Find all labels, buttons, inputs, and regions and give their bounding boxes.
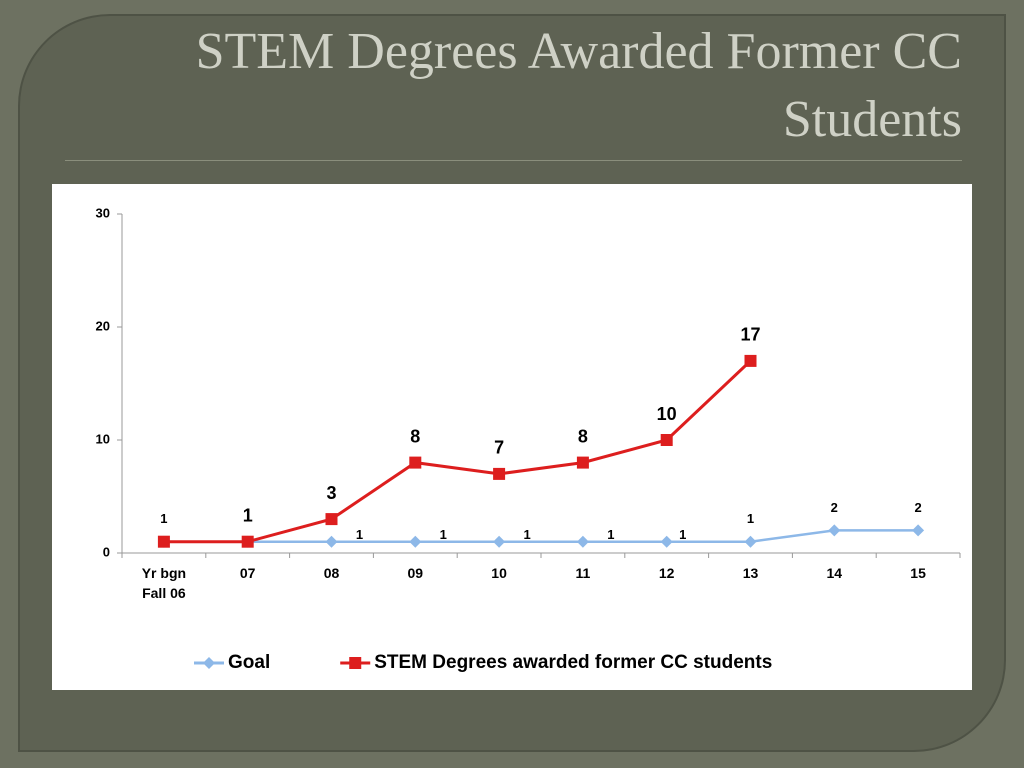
marker <box>912 524 925 537</box>
marker <box>241 535 254 548</box>
marker <box>576 456 589 469</box>
marker <box>744 535 757 548</box>
marker <box>325 513 338 526</box>
data-label: 1 <box>243 505 253 525</box>
x-tick-label: Yr bgn Fall 06 <box>141 565 187 601</box>
x-tick-label-box: 14 <box>826 565 843 581</box>
y-tick-label: 20 <box>96 318 110 333</box>
x-tick-label-box: Yr bgn Fall 06 <box>141 565 187 601</box>
x-tick-label-box: 08 <box>323 565 340 581</box>
series-line <box>163 529 919 543</box>
y-tick-label: 10 <box>96 431 110 446</box>
x-tick-label: 14 <box>826 565 843 581</box>
legend-label: Goal <box>228 652 270 673</box>
x-tick-label: 07 <box>239 565 256 581</box>
marker <box>203 657 215 669</box>
x-tick-label-box: 12 <box>658 565 675 581</box>
data-label: 17 <box>740 325 760 345</box>
data-label: 1 <box>679 527 686 542</box>
data-label: 1 <box>160 511 167 526</box>
title-rule <box>65 160 962 161</box>
series <box>157 354 757 548</box>
x-tick-label-box: 10 <box>491 565 507 581</box>
data-label: 1 <box>747 511 754 526</box>
x-tick-label-box: 15 <box>910 565 926 581</box>
x-tick-label-box: 09 <box>407 565 424 581</box>
data-label: 1 <box>607 527 614 542</box>
x-tick-label: 10 <box>491 565 507 581</box>
x-tick-label: 15 <box>910 565 926 581</box>
marker <box>493 535 506 548</box>
marker <box>493 467 506 480</box>
marker <box>828 524 841 537</box>
marker <box>660 535 673 548</box>
data-label: 7 <box>494 438 504 458</box>
x-tick-label: 12 <box>658 565 675 581</box>
data-label: 1 <box>356 527 363 542</box>
series-line <box>163 359 752 544</box>
marker <box>409 535 422 548</box>
x-tick-label: 11 <box>575 565 591 581</box>
marker <box>409 456 422 469</box>
data-label: 8 <box>410 426 420 446</box>
x-tick-label-box: 07 <box>239 565 256 581</box>
data-label: 2 <box>831 500 838 515</box>
legend-label: STEM Degrees awarded former CC students <box>374 652 772 673</box>
marker <box>325 535 338 548</box>
data-label: 1 <box>523 527 530 542</box>
data-label: 2 <box>914 500 921 515</box>
x-tick-label: 08 <box>323 565 340 581</box>
data-label: 8 <box>578 426 588 446</box>
marker <box>660 434 673 446</box>
slide-title: STEM Degrees Awarded Former CC Students <box>195 23 962 148</box>
x-tick-label: 13 <box>742 565 759 581</box>
data-label: 3 <box>326 483 336 503</box>
data-label: 10 <box>657 404 677 424</box>
x-tick-label-box: 13 <box>742 565 759 581</box>
data-label: 1 <box>440 527 447 542</box>
marker <box>157 535 170 548</box>
x-tick-label: 09 <box>407 565 424 581</box>
marker <box>576 535 589 548</box>
marker <box>744 354 757 367</box>
marker <box>349 657 362 669</box>
x-tick-label-box: 11 <box>575 565 591 581</box>
y-tick-label: 0 <box>103 544 110 559</box>
y-tick-label: 30 <box>96 205 110 220</box>
